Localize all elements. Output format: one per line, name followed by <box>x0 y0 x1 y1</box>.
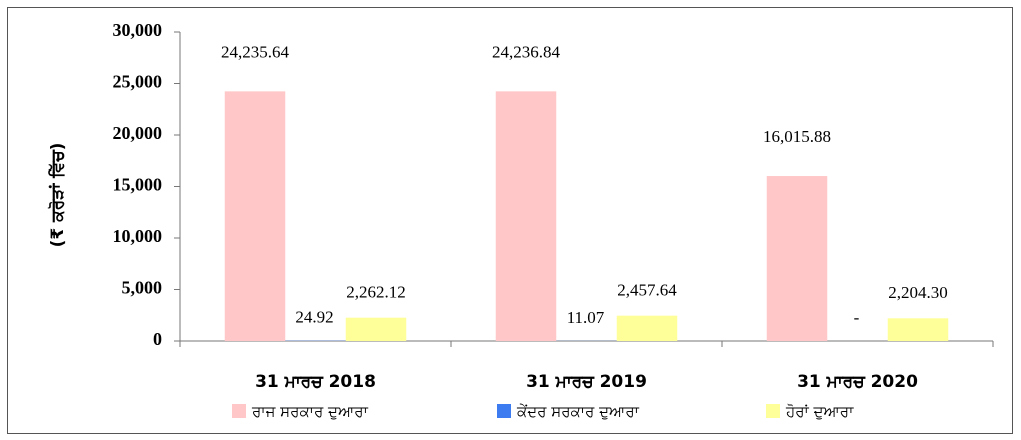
legend-swatch <box>232 404 246 418</box>
y-tick-label: 0 <box>153 329 162 349</box>
legend-label: ਹੋਰਾਂ ਦੁਆਰਾ <box>785 403 854 421</box>
y-tick-label: 25,000 <box>113 72 163 92</box>
value-label: 2,204.30 <box>888 283 948 302</box>
bar <box>495 91 557 341</box>
value-label: 24,235.64 <box>221 42 290 61</box>
value-label: 2,262.12 <box>346 283 406 302</box>
y-tick-label: 10,000 <box>113 226 163 246</box>
legend-swatch <box>497 404 511 418</box>
bar <box>887 318 949 341</box>
bar <box>766 176 828 341</box>
bar <box>224 91 286 341</box>
y-tick-label: 5,000 <box>122 278 163 298</box>
y-axis-label: (₹ ਕਰੋੜਾਂ ਵਿੱਚ) <box>47 143 68 248</box>
x-tick-label: 31 ਮਾਰਚ 2020 <box>797 372 918 392</box>
bar <box>345 317 407 341</box>
bar <box>616 315 678 341</box>
x-tick-label: 31 ਮਾਰਚ 2019 <box>526 372 647 392</box>
legend-swatch <box>766 404 780 418</box>
legend-label: ਕੇਂਦਰ ਸਰਕਾਰ ਦੁਆਰਾ <box>516 403 640 421</box>
x-tick-label: 31 ਮਾਰਚ 2018 <box>255 372 376 392</box>
value-label: 11.07 <box>567 308 605 327</box>
value-label: 24.92 <box>295 308 333 327</box>
value-label: 24,236.84 <box>492 42 561 61</box>
legend-label: ਰਾਜ ਸਰਕਾਰ ਦੁਆਰਾ <box>251 403 369 421</box>
value-label: 16,015.88 <box>763 127 831 146</box>
y-tick-label: 30,000 <box>113 20 163 40</box>
value-label: 2,457.64 <box>617 281 677 300</box>
y-tick-label: 15,000 <box>113 175 163 195</box>
y-tick-label: 20,000 <box>113 123 163 143</box>
value-label: - <box>854 308 860 327</box>
